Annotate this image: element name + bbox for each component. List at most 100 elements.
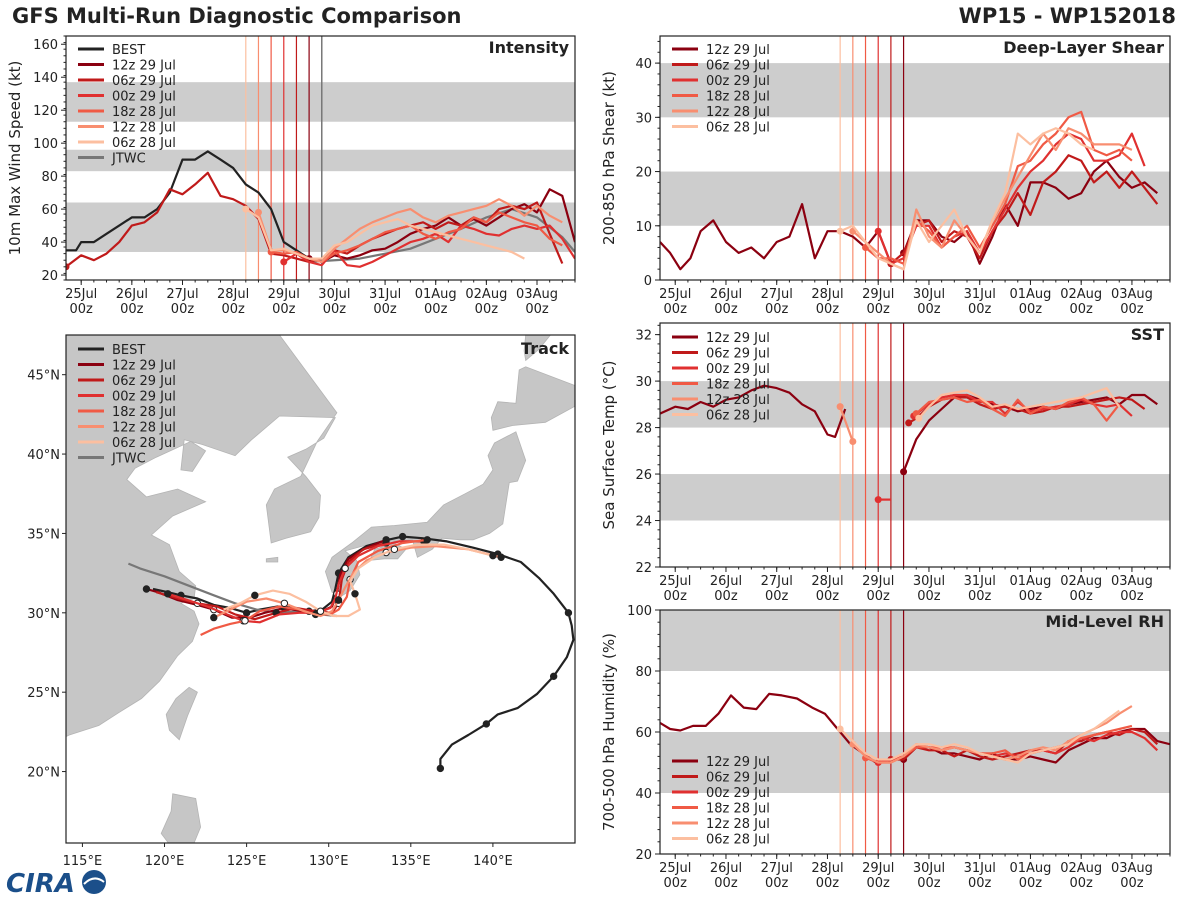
shear-xtick-date: 25Jul bbox=[659, 287, 691, 302]
sst-xtick-hour: 00z bbox=[1070, 589, 1094, 604]
rh-xtick-date: 25Jul bbox=[659, 861, 691, 876]
rh-legend-label: 06z 29 Jul bbox=[706, 771, 770, 786]
intensity-ylabel: 10m Max Wind Speed (kt) bbox=[6, 61, 24, 256]
track-point bbox=[164, 590, 172, 598]
rh-xtick-date: 01Aug bbox=[1009, 861, 1051, 876]
track-point bbox=[423, 536, 431, 544]
track-ytick-label: 40°N bbox=[27, 448, 60, 463]
track-title: Track bbox=[521, 339, 569, 358]
sst-series-start-marker bbox=[905, 419, 913, 427]
rh-series-line bbox=[865, 724, 1133, 764]
shear-legend-label: 18z 28 Jul bbox=[706, 90, 770, 105]
rh-legend-label: 06z 28 Jul bbox=[706, 833, 770, 848]
land-luzon bbox=[160, 793, 202, 843]
rh-xtick-hour: 00z bbox=[1070, 876, 1094, 891]
shear-series-group bbox=[660, 110, 1159, 271]
sst-legend-label: 06z 29 Jul bbox=[706, 347, 770, 362]
rh-xtick-hour: 00z bbox=[816, 876, 840, 891]
land-jeju bbox=[265, 556, 279, 563]
shear-xtick-date: 31Jul bbox=[964, 287, 996, 302]
sst-ylabel: Sea Surface Temp (°C) bbox=[600, 360, 618, 529]
sst-band bbox=[660, 474, 1170, 521]
track-ytick-label: 45°N bbox=[27, 369, 60, 384]
track-xtick-label: 120°E bbox=[145, 854, 185, 869]
track-point bbox=[241, 617, 249, 625]
track-point bbox=[489, 551, 497, 560]
rh-band bbox=[660, 610, 1170, 671]
track-line bbox=[223, 543, 494, 618]
sst-ytick-label: 22 bbox=[635, 561, 652, 576]
track-xtick-label: 125°E bbox=[227, 854, 267, 869]
shear-ytick-label: 10 bbox=[635, 220, 652, 235]
intensity-xtick-date: 26Jul bbox=[116, 287, 148, 302]
intensity-legend-label: 12z 29 Jul bbox=[112, 59, 176, 74]
sst-xtick-hour: 00z bbox=[765, 589, 789, 604]
shear-legend-label: 12z 28 Jul bbox=[706, 105, 770, 120]
shear-band bbox=[660, 63, 1170, 118]
intensity-ytick-label: 40 bbox=[41, 236, 58, 251]
sst-xtick-date: 01Aug bbox=[1009, 574, 1051, 589]
rh-xtick-date: 31Jul bbox=[964, 861, 996, 876]
sst-xtick-date: 29Jul bbox=[862, 574, 894, 589]
shear-series-start-marker bbox=[874, 227, 882, 235]
intensity-ytick-label: 160 bbox=[33, 38, 58, 53]
sst-series-line bbox=[917, 387, 1121, 420]
rh-ytick-label: 100 bbox=[627, 604, 652, 619]
shear-xtick-date: 30Jul bbox=[913, 287, 945, 302]
intensity-ytick-label: 100 bbox=[33, 137, 58, 152]
track-point bbox=[564, 609, 573, 617]
land-taiwan bbox=[165, 686, 198, 741]
rh-ylabel: 700-500 hPa Humidity (%) bbox=[600, 633, 618, 831]
intensity-ytick-label: 120 bbox=[33, 104, 58, 119]
rh-series-line bbox=[839, 709, 1120, 764]
sst-xtick-date: 27Jul bbox=[761, 574, 793, 589]
intensity-ytick-label: 60 bbox=[41, 203, 58, 218]
sst-ytick-label: 30 bbox=[635, 375, 652, 390]
intensity-legend-label: 18z 28 Jul bbox=[112, 105, 176, 120]
sst-frame bbox=[659, 322, 1171, 568]
track-panel: 115°E 120°E 125°E 130°E 135°E 140°E 20°N 25°N 30… bbox=[27, 334, 576, 869]
intensity-legend-label: 06z 29 Jul bbox=[112, 74, 176, 89]
rh-series-group bbox=[660, 692, 1170, 766]
intensity-xtick-hour: 00z bbox=[171, 302, 195, 317]
rh-xtick-date: 02Aug bbox=[1060, 861, 1102, 876]
intensity-band bbox=[66, 149, 575, 172]
track-legend-label: 12z 28 Jul bbox=[112, 421, 176, 436]
intensity-series-line bbox=[66, 150, 322, 260]
intensity-series-line bbox=[245, 208, 525, 260]
rh-xtick-hour: 00z bbox=[867, 876, 891, 891]
track-point bbox=[210, 613, 218, 622]
intensity-series-start-marker bbox=[254, 208, 262, 216]
intensity-xtick-date: 28Jul bbox=[217, 287, 249, 302]
shear-legend-label: 06z 29 Jul bbox=[706, 59, 770, 74]
shear-series-line bbox=[839, 127, 1095, 271]
sst-ytick-label: 32 bbox=[635, 329, 652, 344]
rh-xtick-date: 30Jul bbox=[913, 861, 945, 876]
shear-xtick-hour: 00z bbox=[1019, 302, 1043, 317]
intensity-xtick-hour: 00z bbox=[120, 302, 144, 317]
sst-legend-label: 12z 29 Jul bbox=[706, 331, 770, 346]
rh-xtick-hour: 00z bbox=[917, 876, 941, 891]
shear-ytick-label: 30 bbox=[635, 111, 652, 126]
shear-ytick-label: 20 bbox=[635, 166, 652, 181]
sst-series-group bbox=[660, 384, 1158, 504]
sst-legend-label: 00z 29 Jul bbox=[706, 362, 770, 377]
sst-legend-label: 12z 28 Jul bbox=[706, 393, 770, 408]
rh-series-start-marker bbox=[836, 725, 844, 733]
figure-title: GFS Multi-Run Diagnostic Comparison bbox=[12, 4, 462, 28]
intensity-title: Intensity bbox=[489, 38, 570, 57]
sst-xtick-date: 25Jul bbox=[659, 574, 691, 589]
sst-xtick-date: 03Aug bbox=[1111, 574, 1153, 589]
track-xtick-label: 140°E bbox=[473, 854, 513, 869]
intensity-xtick-hour: 00z bbox=[323, 302, 347, 317]
rh-xtick-date: 27Jul bbox=[761, 861, 793, 876]
globe-swirl-icon bbox=[83, 877, 105, 885]
sst-title: SST bbox=[1131, 325, 1164, 344]
sst-xtick-hour: 00z bbox=[714, 589, 738, 604]
track-point bbox=[341, 564, 349, 573]
track-point bbox=[351, 590, 359, 598]
intensity-ytick-label: 140 bbox=[33, 71, 58, 86]
